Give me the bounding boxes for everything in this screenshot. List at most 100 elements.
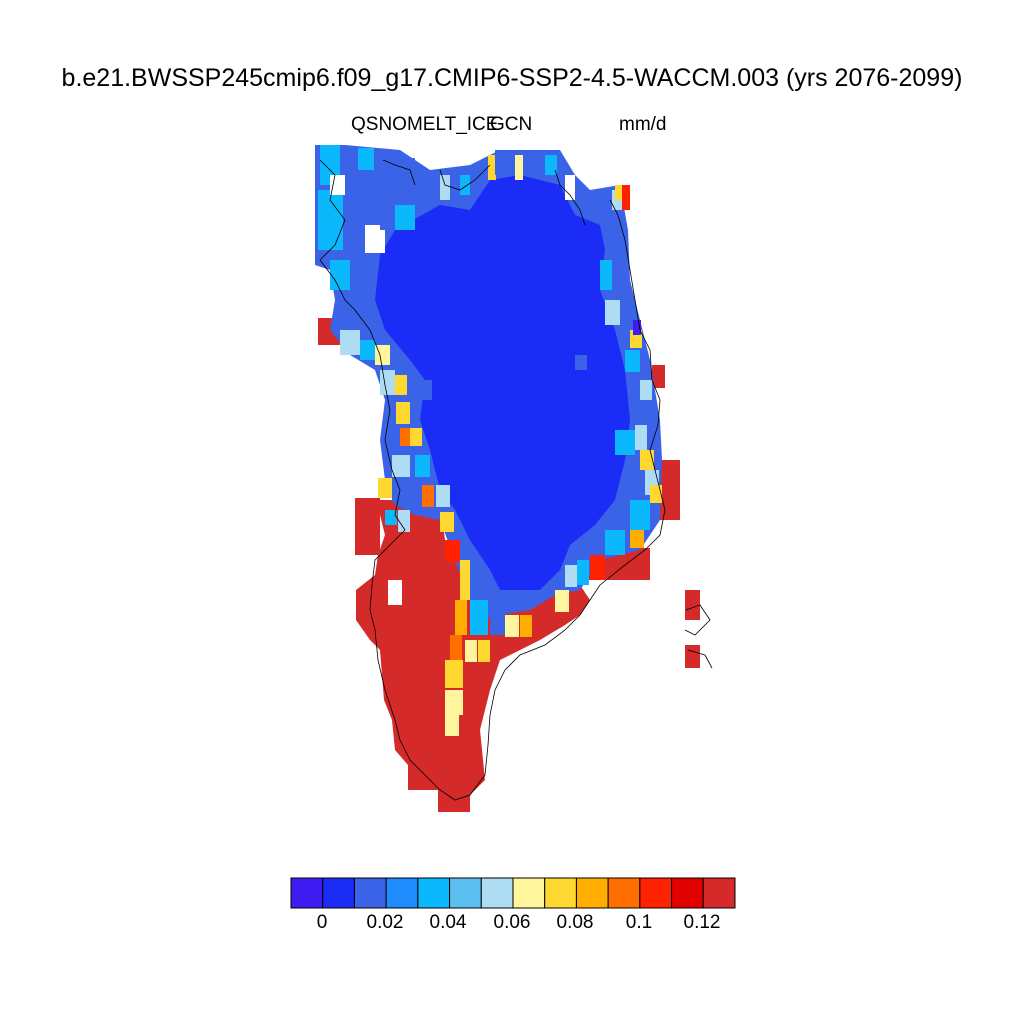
gap-cell (388, 580, 402, 605)
colorbar-tick: 0.1 (625, 912, 653, 933)
grid-cell (345, 195, 365, 225)
grid-cell (380, 370, 395, 395)
grid-cell (520, 615, 532, 637)
colorbar-swatch (607, 877, 641, 909)
grid-cell (615, 185, 623, 200)
island-melt-area (685, 645, 700, 668)
grid-cell (650, 485, 662, 503)
grid-cell (440, 175, 450, 200)
colorbar-swatch (512, 877, 546, 909)
colorbar-swatch (639, 877, 673, 909)
island-melt-area (685, 590, 700, 620)
grid-cell (565, 175, 575, 200)
grid-cell (445, 712, 459, 736)
variable-label: QSNOMELT_ICE (351, 114, 499, 135)
colorbar-swatch (480, 877, 514, 909)
colorbar-swatch (417, 877, 451, 909)
grid-cell (340, 150, 358, 180)
grid-cell (395, 375, 407, 395)
colorbar (290, 877, 736, 909)
grid-cell (330, 175, 345, 195)
grid-cell (635, 425, 647, 450)
coastline-segment (554, 169, 586, 226)
grid-cell (358, 148, 374, 170)
grid-cell (392, 455, 410, 477)
grid-cell (330, 260, 350, 290)
colorbar-tick: 0.02 (366, 912, 404, 933)
grid-cell (630, 500, 650, 530)
grid-cell (577, 560, 589, 585)
grid-cell (630, 530, 644, 548)
grid-cell (378, 478, 392, 498)
colorbar-swatch (544, 877, 577, 909)
grid-cell (490, 610, 505, 635)
colorbar-swatch (671, 877, 704, 909)
grid-cell (396, 402, 410, 424)
grid-cell (350, 275, 375, 300)
grid-cell (360, 340, 375, 360)
grid-cell (620, 320, 632, 342)
plot-title: b.e21.BWSSP245cmip6.f09_g17.CMIP6-SSP2-4… (61, 64, 963, 92)
colorbar-tick: 0.12 (683, 912, 721, 933)
coastal-melt-cells (318, 145, 662, 736)
coastline-segment (382, 159, 416, 186)
grid-cell (445, 660, 463, 688)
grid-cell (440, 512, 454, 532)
grid-cell (460, 175, 470, 195)
units-label: mm/d (619, 114, 667, 135)
grid-cell (575, 355, 587, 370)
colorbar-tick: 0.04 (429, 912, 467, 933)
grid-cell (460, 560, 470, 600)
grid-cell (398, 510, 410, 532)
grid-cell (640, 380, 652, 400)
grid-cell (605, 300, 620, 325)
coastline-segment (319, 159, 666, 801)
colorbar-swatch (290, 877, 324, 909)
grid-cell (340, 330, 360, 355)
grid-cell (410, 428, 422, 446)
colorbar-tick: 0.08 (556, 912, 594, 933)
grid-cell (400, 428, 412, 446)
coastline-segment (439, 164, 491, 191)
colorbar-swatch (385, 877, 419, 909)
grid-cell (625, 350, 640, 372)
colorbar-swatch (322, 877, 355, 909)
grid-cell (478, 640, 490, 662)
grid-cell (395, 205, 415, 230)
grid-cell (470, 600, 488, 635)
grid-cell (545, 155, 557, 175)
grid-cell (450, 635, 462, 660)
greenland-map (315, 145, 713, 812)
west-melt-area (355, 498, 380, 555)
ice-sheet-core (375, 175, 630, 590)
grid-cell (488, 155, 496, 180)
grid-cell (445, 540, 460, 562)
grid-cell (436, 485, 450, 507)
grid-cell (515, 155, 523, 180)
grid-cell (420, 380, 432, 400)
grid-cell (380, 210, 395, 230)
grid-cell (495, 150, 505, 175)
east-melt-area (652, 365, 665, 388)
colorbar-swatch (353, 877, 387, 909)
region-label: GCN (490, 114, 533, 135)
grid-cell (392, 480, 406, 502)
grid-cell (600, 260, 612, 290)
grid-cell (633, 320, 641, 335)
coastline-segment (684, 604, 711, 636)
grid-cell (455, 600, 467, 635)
grid-cell (565, 565, 577, 587)
colorbar-tick: 0 (316, 912, 328, 933)
grid-cell (615, 430, 635, 455)
grid-cell (605, 530, 625, 555)
grid-cell (590, 555, 605, 580)
colorbar-tick: 0.06 (493, 912, 531, 933)
grid-cell (465, 640, 477, 662)
grid-cell (415, 455, 430, 477)
colorbar-swatch (575, 877, 609, 909)
coastline (319, 159, 713, 801)
grid-cell (445, 690, 463, 715)
grid-cell (422, 485, 434, 507)
grid-cell (375, 345, 390, 365)
grid-cell (622, 185, 630, 210)
